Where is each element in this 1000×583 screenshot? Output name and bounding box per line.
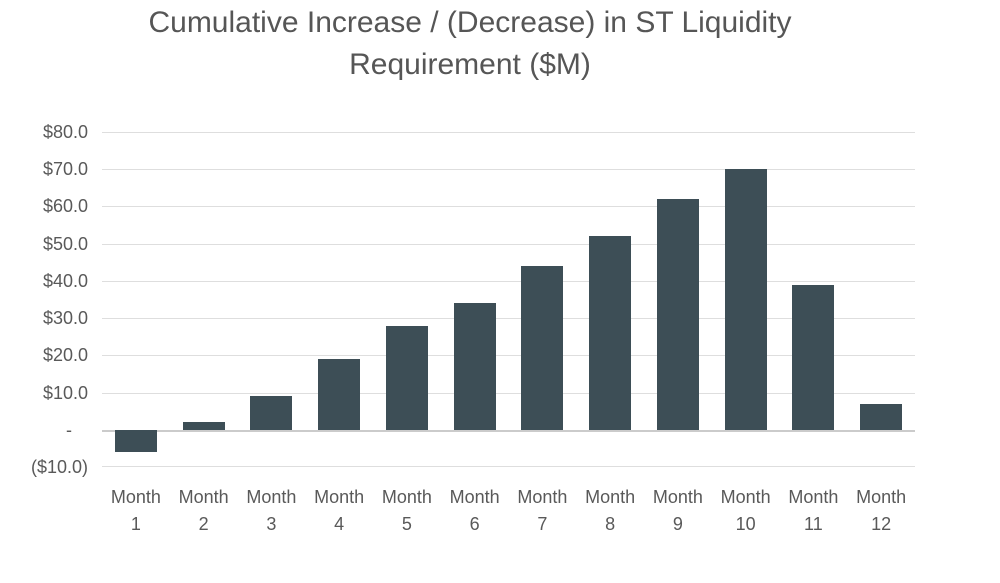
bar-month-1 (114, 429, 157, 453)
x-tick-label: Month 12 (856, 487, 907, 534)
y-tick-label: ($10.0) (30, 457, 88, 477)
x-tick-label: Month 3 (246, 487, 297, 534)
x-tick-label: Month 10 (720, 487, 771, 534)
gridline (102, 318, 915, 320)
plot-area (102, 132, 915, 467)
x-tick-label: Month 5 (381, 487, 432, 534)
y-tick-label: $70.0 (42, 159, 88, 180)
bar-month-9 (656, 199, 699, 430)
x-tick-label: Month 8 (585, 487, 636, 534)
bar-month-4 (318, 359, 361, 430)
chart-title: Cumulative Increase / (Decrease) in ST L… (148, 6, 792, 81)
y-tick-label: $80.0 (42, 122, 88, 142)
y-tick-label: - (66, 419, 72, 440)
category-axis-line (102, 429, 915, 432)
bar-month-5 (385, 325, 428, 430)
x-tick-label: Month 6 (449, 487, 500, 534)
gridline (102, 392, 915, 394)
gridline (102, 355, 915, 357)
y-tick-label: $40.0 (42, 270, 88, 291)
gridline (102, 169, 915, 171)
x-tick-label: Month 11 (788, 487, 839, 534)
gridline (102, 243, 915, 245)
x-tick-label: Month 1 (110, 487, 161, 534)
bar-month-7 (521, 266, 564, 430)
x-tick-label: Month 2 (178, 487, 229, 534)
gridline (102, 206, 915, 208)
x-tick-label: Month 4 (314, 487, 365, 534)
bar-month-2 (182, 422, 225, 430)
x-tick-label: Month 7 (517, 487, 568, 534)
y-tick-label: $10.0 (42, 382, 88, 403)
y-tick-label: $20.0 (42, 345, 88, 366)
bar-month-11 (792, 284, 835, 430)
bar-month-8 (589, 236, 632, 430)
y-tick-label: $30.0 (42, 308, 88, 329)
y-tick-label: $60.0 (42, 196, 88, 217)
bar-month-6 (453, 303, 496, 430)
y-tick-label: $50.0 (42, 233, 88, 254)
gridline (102, 132, 915, 133)
bar-month-10 (724, 169, 767, 430)
bar-month-12 (860, 403, 903, 430)
gridline (102, 466, 915, 467)
gridline (102, 280, 915, 282)
x-tick-label: Month 9 (652, 487, 703, 534)
bar-month-3 (250, 396, 293, 430)
